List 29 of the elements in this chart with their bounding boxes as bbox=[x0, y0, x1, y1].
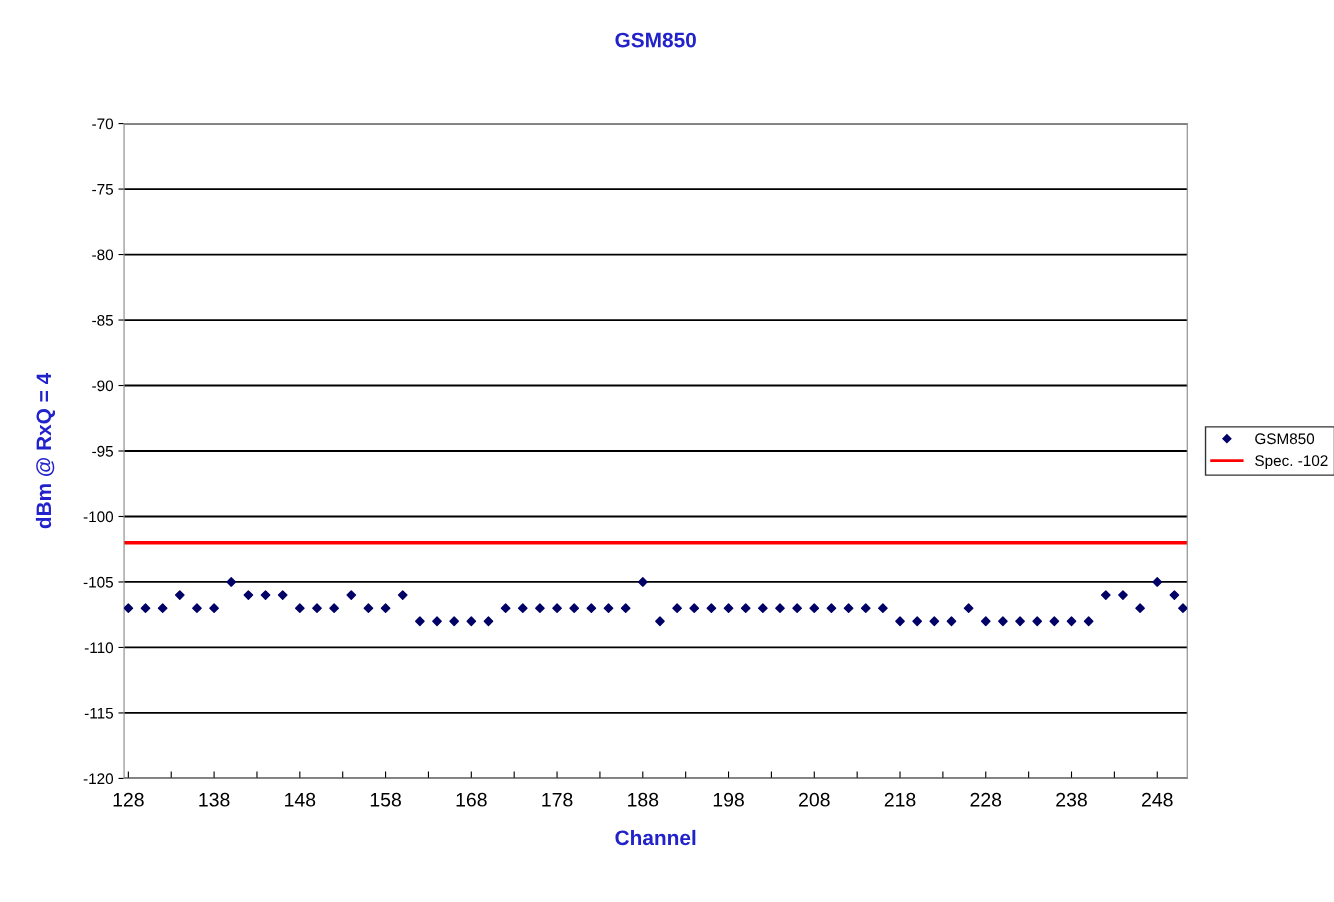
y-tick-label: -70 bbox=[92, 118, 114, 130]
x-tick-label: 208 bbox=[799, 792, 830, 807]
y-tick-label: -105 bbox=[83, 576, 114, 588]
y-tick-label: -90 bbox=[92, 380, 114, 392]
y-tick-label: -75 bbox=[92, 184, 114, 195]
x-tick-label: 238 bbox=[1056, 792, 1087, 807]
x-tick-label: 228 bbox=[970, 792, 1002, 807]
y-tick-label: -115 bbox=[84, 707, 114, 719]
legend-label: Spec. -102 bbox=[1255, 455, 1328, 470]
y-tick-label: -110 bbox=[84, 642, 114, 654]
legend-label: GSM850 bbox=[1255, 433, 1315, 445]
x-tick-label: 248 bbox=[1142, 792, 1173, 807]
y-tick-label: -95 bbox=[92, 445, 114, 457]
x-axis-title: Channel bbox=[615, 829, 696, 846]
y-tick-label: -80 bbox=[92, 249, 114, 261]
x-tick-label: 148 bbox=[285, 792, 316, 807]
x-tick-label: 128 bbox=[113, 792, 144, 807]
y-tick-label: -120 bbox=[83, 773, 114, 785]
y-axis-title: dBm @ RxQ = 4 bbox=[35, 372, 56, 529]
x-tick-label: 178 bbox=[542, 792, 573, 807]
x-tick-label: 218 bbox=[884, 792, 916, 807]
x-tick-label: 188 bbox=[628, 792, 659, 807]
x-tick-label: 138 bbox=[199, 792, 230, 807]
x-tick-label: 168 bbox=[456, 792, 487, 807]
chart-title: GSM850 bbox=[615, 32, 696, 48]
y-tick-label: -85 bbox=[92, 314, 114, 326]
x-tick-label: 198 bbox=[713, 792, 744, 807]
x-tick-label: 158 bbox=[370, 792, 401, 807]
y-tick-label: -100 bbox=[83, 511, 114, 523]
